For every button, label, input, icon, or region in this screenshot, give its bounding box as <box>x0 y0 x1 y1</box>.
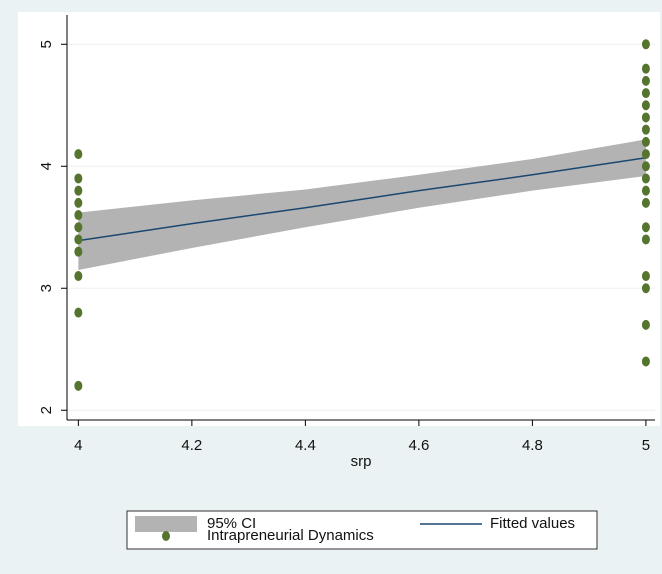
legend-box <box>126 510 598 550</box>
fitted-line <box>78 156 647 242</box>
scatter-point <box>641 161 650 172</box>
legend-label: Fitted values <box>490 515 575 532</box>
scatter-point <box>641 173 650 184</box>
legend-label: 95% CI <box>207 515 256 532</box>
legend-swatch <box>162 531 170 541</box>
scatter-point <box>641 100 650 111</box>
scatter-point <box>641 124 650 135</box>
scatter-point <box>641 63 650 74</box>
scatter-point <box>641 234 650 245</box>
scatter-point <box>74 149 83 160</box>
scatter-point <box>641 185 650 196</box>
scatter-point <box>74 222 83 233</box>
y-tick-label: 5 <box>38 40 55 48</box>
scatter-point <box>74 234 83 245</box>
scatter-point <box>641 283 650 294</box>
x-tick-label: 4.6 <box>408 437 429 454</box>
scatter-point <box>641 39 650 50</box>
scatter-point <box>74 271 83 282</box>
scatter-point <box>74 210 83 221</box>
scatter-point <box>641 75 650 86</box>
scatter-point <box>74 185 83 196</box>
x-tick-label: 4.8 <box>522 437 543 454</box>
legend-swatch <box>135 516 197 532</box>
scatter-point <box>641 319 650 330</box>
scatter-point <box>74 246 83 257</box>
x-tick-label: 4 <box>74 437 82 454</box>
y-tick-label: 3 <box>38 284 55 292</box>
scatter-point <box>74 307 83 318</box>
legend-label: Intrapreneurial Dynamics <box>207 527 374 544</box>
scatter-point <box>641 88 650 99</box>
y-tick-label: 4 <box>38 162 55 170</box>
x-tick-label: 4.4 <box>295 437 316 454</box>
scatter-point <box>641 149 650 160</box>
ci-band <box>78 139 646 270</box>
scatter-point <box>641 271 650 282</box>
scatter-point <box>641 356 650 367</box>
scatter-point <box>641 136 650 147</box>
scatter-point <box>74 173 83 184</box>
x-axis-title: srp <box>351 453 372 470</box>
scatter-point <box>74 380 83 391</box>
scatter-point <box>641 222 650 233</box>
scatter-point <box>641 112 650 123</box>
y-tick-label: 2 <box>38 406 55 414</box>
x-tick-label: 4.2 <box>181 437 202 454</box>
scatter-point <box>74 197 83 208</box>
scatter-point <box>641 197 650 208</box>
x-tick-label: 5 <box>642 437 650 454</box>
